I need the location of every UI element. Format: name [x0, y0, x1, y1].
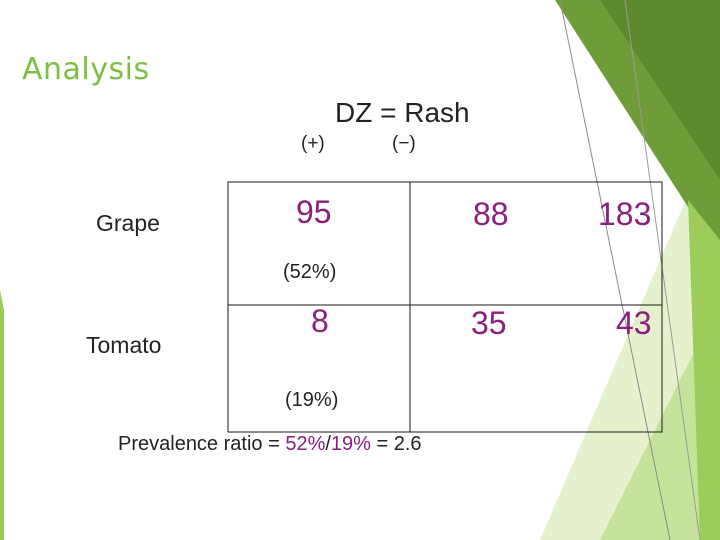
cell-grape-positive: 95 — [296, 194, 332, 230]
column-header-negative: (−) — [392, 133, 416, 154]
table-outer-border — [227, 181, 663, 433]
cell-tomato-negative: 35 — [471, 305, 507, 341]
cell-grape-negative: 88 — [473, 196, 509, 232]
decor-line — [559, 0, 671, 540]
cell-grape-total: 183 — [598, 196, 652, 232]
formula-value-2: 19% — [330, 433, 371, 455]
column-header-positive: (+) — [301, 133, 325, 154]
formula-suffix: = 2.6 — [370, 433, 422, 455]
formula-value-1: 52% — [285, 433, 326, 455]
prevalence-ratio-formula: Prevalence ratio = 52%/19% = 2.6 — [118, 433, 422, 456]
table-header: DZ = Rash — [335, 97, 470, 128]
right-vertical-strip — [688, 200, 720, 540]
right-dark-band-inner — [600, 0, 720, 180]
row-label-tomato: Tomato — [86, 332, 162, 358]
tomato-percent: (19%) — [285, 389, 339, 411]
cell-tomato-total: 43 — [616, 305, 652, 341]
row-label-grape: Grape — [96, 210, 160, 236]
grape-percent: (52%) — [283, 261, 337, 283]
left-edge-accent — [0, 290, 4, 540]
formula-separator: / — [325, 433, 331, 455]
formula-prefix: Prevalence ratio = — [118, 433, 286, 455]
slide-title: Analysis — [22, 52, 150, 87]
cell-tomato-positive: 8 — [311, 303, 329, 339]
right-mid-band — [600, 300, 720, 540]
